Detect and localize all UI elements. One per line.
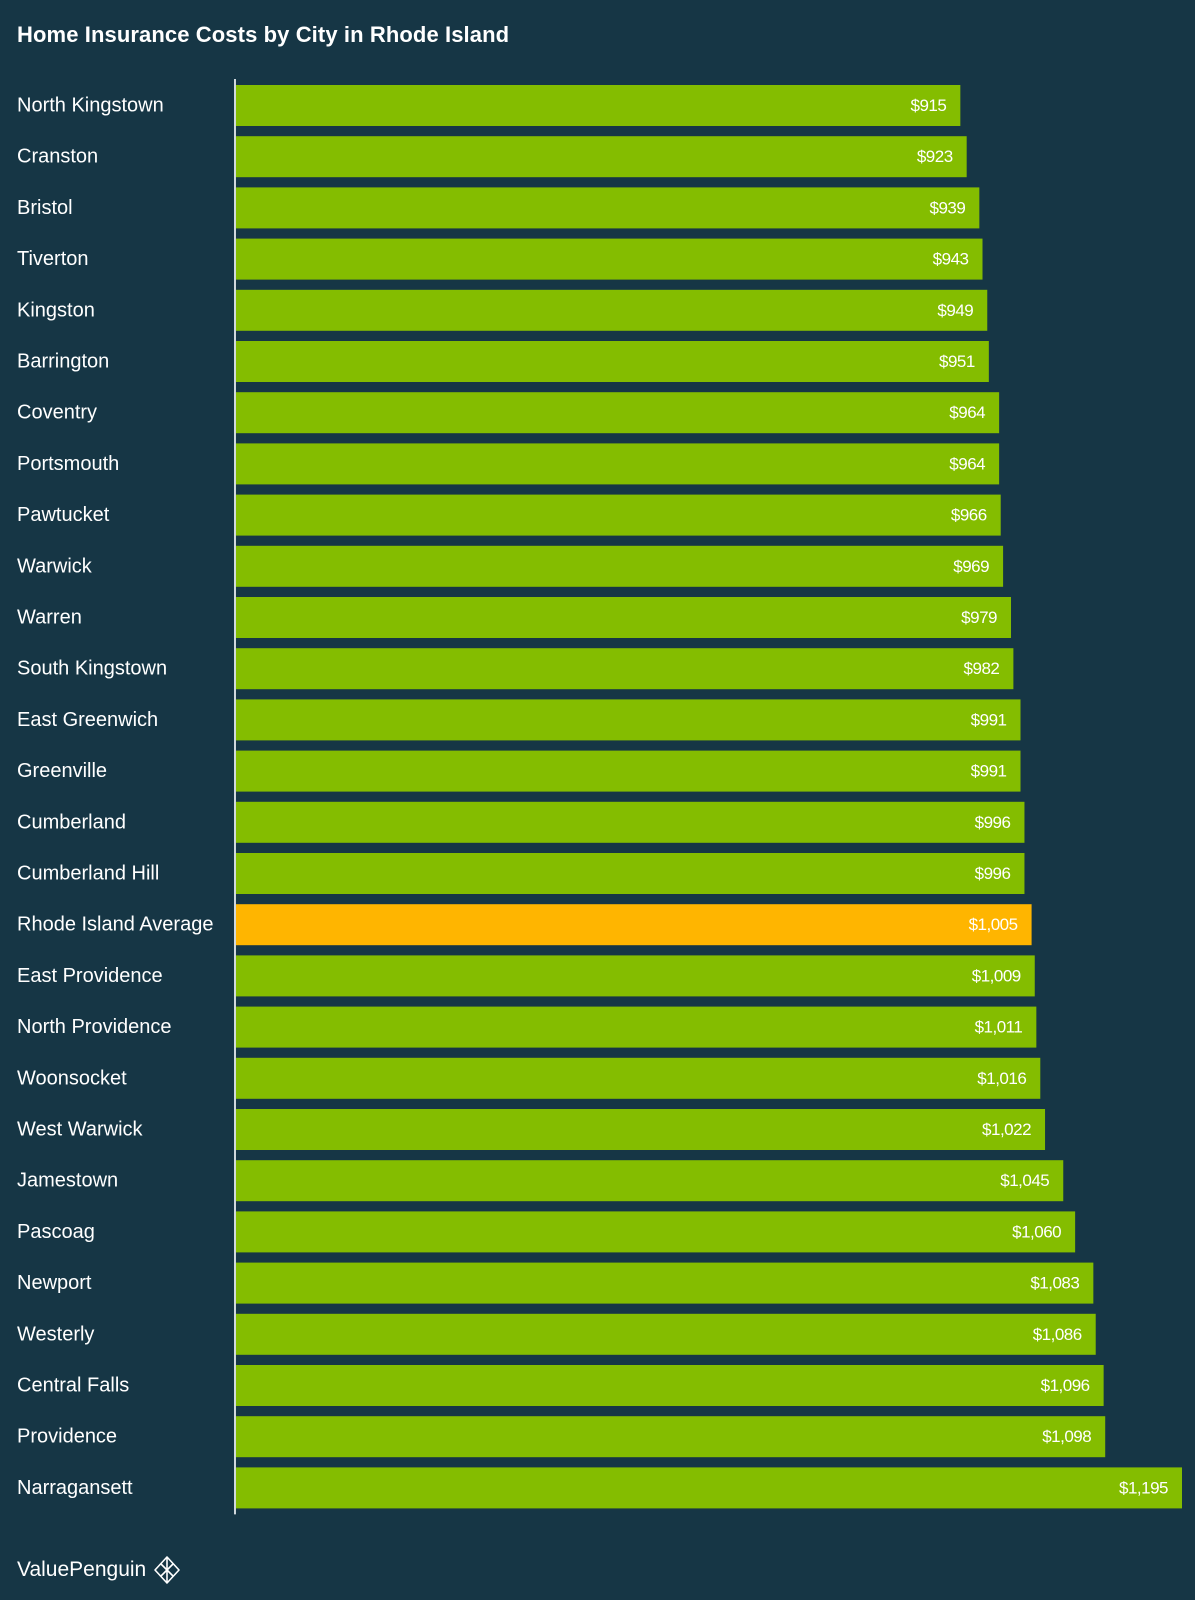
- value-label: $991: [971, 762, 1007, 781]
- category-label: Bristol: [17, 197, 73, 219]
- bar: [236, 853, 1025, 894]
- value-label: $1,016: [977, 1069, 1026, 1088]
- category-label: Coventry: [17, 402, 97, 424]
- value-label: $1,009: [972, 966, 1021, 985]
- category-label: Central Falls: [17, 1375, 129, 1397]
- category-label: Warren: [17, 607, 82, 629]
- value-label: $1,060: [1012, 1222, 1061, 1241]
- category-label: Portsmouth: [17, 453, 119, 475]
- bar: [236, 699, 1021, 741]
- bar: [236, 1313, 1096, 1355]
- category-label: Newport: [17, 1272, 92, 1294]
- bar: [236, 187, 980, 229]
- category-label: North Kingstown: [17, 95, 164, 117]
- bar: [236, 1160, 1064, 1202]
- bar: [236, 1416, 1106, 1458]
- category-label: Tiverton: [17, 248, 89, 270]
- category-label: Pascoag: [17, 1221, 95, 1243]
- category-label: Providence: [17, 1426, 117, 1448]
- value-label: $1,098: [1042, 1427, 1091, 1446]
- category-label: Pawtucket: [17, 504, 110, 526]
- value-label: $951: [939, 352, 975, 371]
- value-label: $1,083: [1030, 1274, 1079, 1293]
- value-label: $1,086: [1033, 1325, 1082, 1344]
- bar: [236, 136, 967, 178]
- value-label: $1,045: [1000, 1171, 1049, 1190]
- value-label: $1,011: [975, 1018, 1023, 1037]
- value-label: $969: [953, 557, 989, 576]
- category-label: Rhode Island Average: [17, 914, 213, 936]
- bar: [236, 1109, 1046, 1150]
- value-label: $982: [964, 659, 1000, 678]
- value-label: $966: [951, 506, 987, 525]
- category-label: Cumberland Hill: [17, 863, 159, 885]
- category-label: East Providence: [17, 965, 163, 987]
- brand-name: ValuePenguin: [17, 1558, 147, 1581]
- bar: [236, 392, 1000, 434]
- category-label: South Kingstown: [17, 658, 167, 680]
- chart-title: Home Insurance Costs by City in Rhode Is…: [17, 22, 510, 47]
- bar: [236, 289, 988, 331]
- category-label: Greenville: [17, 760, 107, 782]
- bar: [236, 545, 1004, 587]
- category-label: Woonsocket: [17, 1067, 127, 1089]
- value-label: $923: [917, 147, 953, 166]
- category-label: Jamestown: [17, 1170, 118, 1192]
- bar: [236, 955, 1035, 997]
- category-label: Westerly: [17, 1323, 94, 1345]
- value-label: $1,195: [1119, 1478, 1168, 1497]
- value-label: $964: [949, 403, 985, 422]
- category-label: Cranston: [17, 146, 98, 168]
- value-label: $979: [961, 608, 997, 627]
- bar: [236, 597, 1012, 638]
- bar: [236, 341, 989, 382]
- category-label: West Warwick: [17, 1119, 144, 1141]
- bar: [236, 1365, 1104, 1406]
- value-label: $996: [975, 864, 1011, 883]
- value-label: $996: [975, 813, 1011, 832]
- bar: [236, 801, 1025, 843]
- category-label: Cumberland: [17, 811, 126, 833]
- category-label: North Providence: [17, 1016, 172, 1038]
- category-label: Warwick: [17, 555, 93, 577]
- bar: [236, 1006, 1037, 1048]
- value-label: $949: [937, 301, 973, 320]
- bar: [236, 238, 983, 280]
- brand-logo: ValuePenguin: [17, 1555, 182, 1585]
- bar: [236, 648, 1014, 690]
- bar: [236, 443, 1000, 485]
- category-label: Barrington: [17, 351, 109, 373]
- value-label: $939: [930, 198, 966, 217]
- category-label: Narragansett: [17, 1477, 133, 1499]
- bar: [236, 1467, 1182, 1509]
- value-label: $991: [971, 710, 1007, 729]
- bar: [236, 494, 1001, 536]
- bar: [236, 1262, 1094, 1304]
- bar: [236, 750, 1021, 792]
- value-label: $1,005: [969, 915, 1018, 934]
- bar: [236, 1057, 1041, 1099]
- value-label: $943: [933, 250, 969, 269]
- value-label: $915: [911, 96, 947, 115]
- value-label: $964: [949, 454, 985, 473]
- category-label: East Greenwich: [17, 709, 158, 731]
- value-label: $1,022: [982, 1120, 1031, 1139]
- bar: [236, 1211, 1076, 1253]
- bar-highlight: [236, 904, 1032, 946]
- penguin-logo-icon: [154, 1556, 181, 1584]
- bar: [236, 85, 961, 126]
- category-label: Kingston: [17, 299, 95, 321]
- value-label: $1,096: [1041, 1376, 1090, 1395]
